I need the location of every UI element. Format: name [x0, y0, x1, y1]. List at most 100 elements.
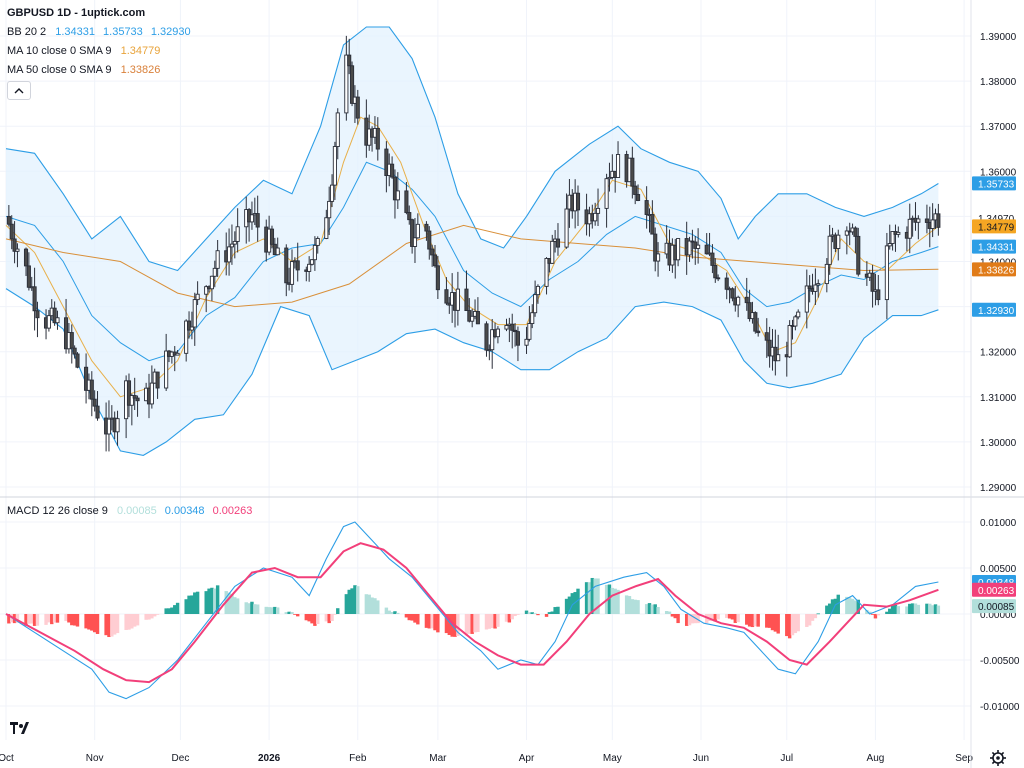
macd-histogram-bar	[376, 600, 380, 614]
macd-histogram-bar	[570, 593, 574, 614]
legend-collapse-button[interactable]	[7, 81, 31, 100]
candle-body	[916, 218, 921, 223]
candle-body	[344, 54, 349, 114]
macd-histogram-bar	[848, 597, 852, 614]
candle-body	[710, 252, 715, 266]
macd-histogram-bar	[130, 614, 134, 629]
tradingview-logo[interactable]	[10, 722, 29, 734]
candle-body	[515, 331, 520, 346]
candle-body	[544, 258, 549, 287]
macd-histogram-bar	[524, 610, 529, 614]
candle-body	[676, 238, 681, 261]
macd-histogram-bar	[813, 614, 818, 619]
macd-histogram-bar	[427, 614, 431, 629]
time-axis[interactable]: Oct Nov Dec 2026 Feb Mar Apr May Jun Jul Aug Sep	[0, 753, 973, 764]
candle-body	[490, 329, 495, 351]
macd-histogram-bar	[407, 614, 411, 621]
legend-ma50[interactable]: MA 50 close 0 SMA 9 1.33826	[7, 63, 165, 77]
candle-body	[936, 213, 941, 228]
macd-histogram-bar	[550, 611, 554, 614]
macd-histogram-bar	[284, 612, 288, 614]
candle-body	[793, 316, 798, 327]
candle-body	[535, 285, 541, 296]
macd-histogram-bar	[47, 614, 51, 623]
candle-body	[184, 320, 189, 354]
macd-histogram-bar	[745, 614, 749, 625]
macd-histogram-bar	[510, 614, 514, 620]
macd-histogram-bar	[307, 614, 311, 622]
legend-macd[interactable]: MACD 12 26 close 9 0.00085 0.00348 0.002…	[7, 504, 257, 518]
candle-body	[149, 382, 154, 405]
candle-body	[92, 398, 97, 407]
macd-histogram-bar	[175, 602, 180, 614]
legend-macd-label: MACD 12 26 close 9	[7, 505, 108, 517]
macd-axis[interactable]: 0.01000 0.00500 0.00000 -0.00500 -0.01000	[980, 518, 1020, 713]
candle-body	[126, 380, 132, 406]
macd-histogram-bar	[610, 587, 615, 614]
macd-histogram-bar	[613, 588, 617, 614]
macd-histogram-bar	[173, 605, 177, 614]
candle-body	[753, 312, 758, 332]
candle-body	[215, 250, 220, 269]
macd-histogram-bar	[790, 614, 795, 636]
candle-body	[687, 240, 692, 256]
macd-histogram-bar	[756, 614, 760, 627]
candle-body	[636, 194, 641, 201]
price-tag-text: 1.34331	[978, 243, 1015, 254]
candle-body	[484, 323, 489, 351]
macd-histogram-bar	[793, 614, 798, 634]
macd-histogram-bar	[356, 586, 360, 614]
macd-histogram-bar	[633, 599, 637, 614]
candle-body	[135, 397, 140, 402]
time-tick-label: May	[603, 753, 622, 764]
macd-histogram-bar	[255, 604, 260, 614]
candle-body	[593, 212, 598, 222]
candle-body	[407, 212, 412, 221]
candle-body	[475, 311, 480, 325]
candle-body	[52, 307, 57, 324]
candle-body	[204, 286, 209, 295]
macd-histogram-bar	[30, 614, 34, 624]
macd-histogram-bar	[627, 596, 632, 614]
macd-histogram-bar	[296, 614, 300, 617]
macd-histogram-bar	[433, 614, 437, 631]
macd-histogram-bar	[92, 614, 97, 633]
macd-histogram-bar	[215, 585, 220, 614]
candle-body	[232, 240, 237, 245]
candle-body	[444, 289, 449, 304]
macd-histogram-bar	[928, 603, 932, 614]
gear-icon[interactable]	[990, 750, 1006, 766]
macd-histogram-bar	[787, 614, 792, 639]
candle-body	[84, 366, 89, 391]
candle-body	[827, 235, 832, 265]
legend-ma10[interactable]: MA 10 close 0 SMA 9 1.34779	[7, 44, 165, 58]
macd-histogram-bar	[576, 588, 580, 614]
candle-body	[430, 248, 435, 256]
legend-macd-hist: 0.00085	[116, 505, 157, 517]
candle-body	[487, 349, 492, 352]
bb-upper-line	[5, 26, 939, 272]
candle-body	[716, 277, 721, 280]
legend-bb[interactable]: BB 20 2 1.34331 1.35733 1.32930	[7, 25, 196, 39]
macd-histogram-bar	[767, 614, 772, 628]
price-tick-label: 1.29000	[980, 483, 1017, 494]
macd-histogram-bar	[424, 614, 429, 628]
price-tag-text: 1.34779	[978, 222, 1015, 233]
macd-histogram-bar	[187, 595, 191, 614]
candle-body	[384, 148, 389, 177]
price-tick-label: 1.39000	[980, 32, 1017, 43]
macd-histogram-bar	[104, 614, 108, 636]
candle-body	[773, 346, 778, 362]
macd-histogram-bar	[87, 614, 91, 630]
macd-histogram-bar	[727, 614, 732, 619]
macd-histogram-bar	[270, 607, 274, 614]
time-tick-label: Feb	[349, 753, 367, 764]
macd-histogram-bar	[155, 614, 160, 615]
candle-body	[164, 350, 169, 389]
candle-body	[227, 246, 232, 263]
price-tag-text: 1.34970	[978, 214, 1015, 225]
time-tick-label: 2026	[258, 753, 281, 764]
candle-body	[650, 214, 655, 235]
candle-body	[653, 233, 658, 262]
